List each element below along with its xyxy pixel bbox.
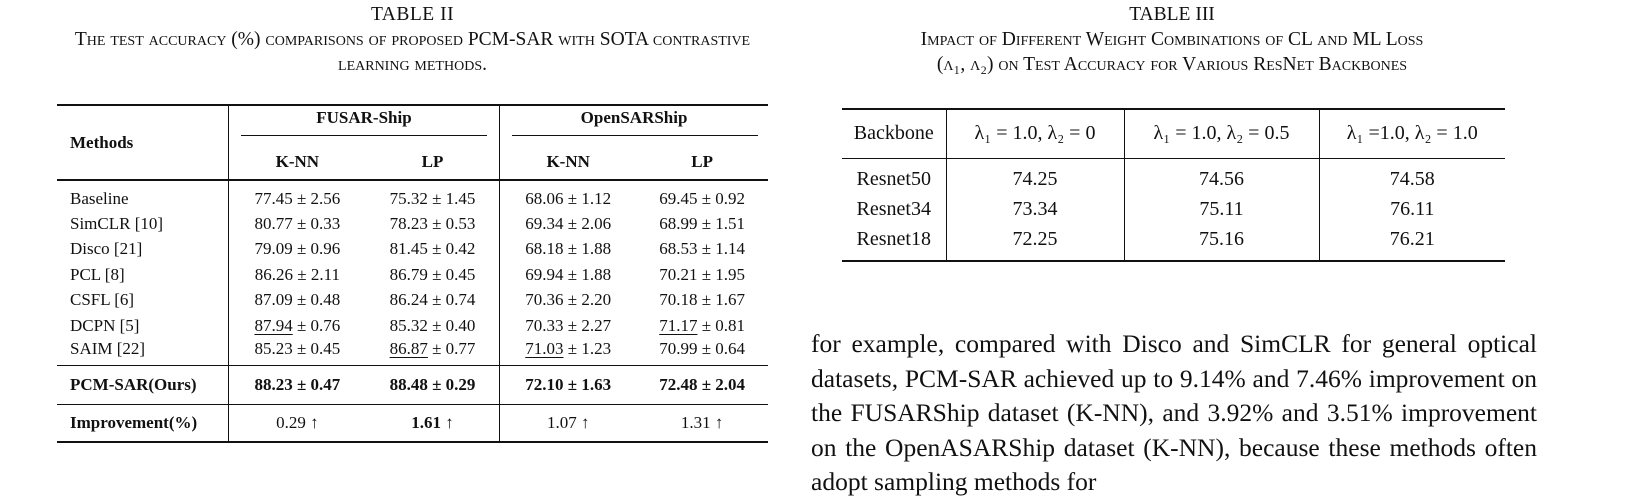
second-best-value: 71.03 — [525, 338, 564, 358]
cell-value: 70.36 ± 2.20 — [499, 287, 637, 313]
body-paragraph: for example, compared with Disco and Sim… — [811, 329, 1537, 496]
cell-value: 68.06 ± 1.12 — [499, 179, 637, 211]
second-best-value: 87.94 — [254, 315, 293, 335]
method-name: Improvement(%) — [70, 412, 198, 432]
table3-caption-line2: (λ₁, λ₂) on Test Accuracy for Various Re… — [936, 54, 1408, 75]
table-row: CSFL [6] 87.09 ± 0.48 86.24 ± 0.74 70.36… — [57, 287, 768, 313]
cell-value: 78.23 ± 0.53 — [389, 213, 476, 233]
cell-value: 88.48 ± 0.29 — [389, 374, 476, 394]
cell-value: 70.99 ± 0.64 — [659, 338, 746, 358]
second-best-value: 71.17 — [659, 315, 698, 335]
backbone-name: Resnet34 — [856, 197, 931, 220]
header-open-knn: K-NN — [499, 144, 637, 180]
method-name: PCM-SAR(Ours) — [70, 374, 197, 394]
header-backbone: Backbone — [853, 122, 934, 145]
error-value: ± 1.23 — [563, 338, 612, 358]
cell-value: 72.25 — [945, 224, 1124, 261]
method-name: Baseline — [57, 179, 229, 211]
cell-value: 76.11 — [1318, 194, 1505, 225]
cell-value: 69.45 ± 0.92 — [636, 179, 768, 211]
table-row: Resnet50 74.25 74.56 74.58 — [842, 158, 1505, 194]
table-row: SAIM [22] 85.23 ± 0.45 86.87 ± 0.77 71.0… — [57, 338, 768, 366]
cell-value: 73.34 — [945, 194, 1124, 225]
cell-value: 68.53 ± 1.14 — [659, 239, 746, 259]
header-fusar-lp: LP — [421, 151, 444, 171]
header-fusar-knn: K-NN — [227, 144, 366, 180]
backbone-name: Resnet18 — [856, 227, 931, 250]
cell-value: 70.21 ± 1.95 — [659, 264, 746, 284]
cell-value: 74.58 — [1318, 158, 1505, 194]
method-name: DCPN [5] — [70, 315, 140, 335]
header-open-lp: LP — [691, 151, 713, 171]
header-opensarship: OpenSARShip — [499, 104, 768, 144]
error-value: ± 0.76 — [292, 315, 341, 335]
table3-header-row: Backbone λ₁ = 1.0, λ₂ = 0 λ₁ = 1.0, λ₂ =… — [842, 109, 1505, 158]
cell-value: 88.23 ± 0.47 — [227, 365, 366, 404]
header-methods: Methods — [57, 104, 229, 180]
cell-value: 75.16 — [1123, 224, 1319, 261]
cell-value: 87.94 ± 0.76 — [227, 313, 366, 339]
header-weights-1: λ₁ = 1.0, λ₂ = 0 — [945, 109, 1124, 158]
cell-value: 1.61 ↑ — [411, 412, 454, 432]
cell-value: 70.33 ± 2.27 — [499, 313, 637, 339]
cell-value: 1.31 ↑ — [680, 412, 724, 432]
table-row: Disco [21] 79.09 ± 0.96 81.45 ± 0.42 68.… — [57, 236, 768, 262]
cell-value: 75.11 — [1123, 194, 1319, 225]
table-row: Resnet34 73.34 75.11 76.11 — [842, 194, 1505, 225]
table2-caption-number: TABLE II — [370, 4, 455, 25]
cell-value: 1.07 ↑ — [499, 404, 637, 442]
cell-value: 68.18 ± 1.88 — [499, 236, 637, 262]
cell-value: 86.79 ± 0.45 — [389, 264, 476, 284]
table3-caption-number: TABLE III — [1129, 4, 1215, 25]
header-weights-2: λ₁ = 1.0, λ₂ = 0.5 — [1123, 109, 1319, 158]
second-best-value: 86.87 — [389, 338, 428, 358]
table-row: DCPN [5] 87.94 ± 0.76 85.32 ± 0.40 70.33… — [57, 313, 768, 339]
cell-value: 79.09 ± 0.96 — [227, 236, 366, 262]
table-row-improvement: Improvement(%) 0.29 ↑ 1.61 ↑ 1.07 ↑ 1.31… — [57, 404, 768, 442]
cell-value: 74.25 — [945, 158, 1124, 194]
cell-value: 86.87 ± 0.77 — [366, 339, 500, 366]
backbone-name: Resnet50 — [856, 167, 931, 190]
table2-caption: TABLE II The test accuracy (%) compariso… — [55, 2, 770, 77]
cell-value: 74.56 — [1123, 158, 1319, 194]
header-fusar-ship: FUSAR-Ship — [227, 104, 500, 144]
error-value: ± 0.77 — [427, 338, 476, 358]
cell-value: 77.45 ± 2.56 — [227, 179, 366, 211]
table-row: Baseline 77.45 ± 2.56 75.32 ± 1.45 68.06… — [57, 179, 768, 211]
table-row-ours: PCM-SAR(Ours) 88.23 ± 0.47 88.48 ± 0.29 … — [57, 365, 768, 404]
method-name: CSFL [6] — [70, 290, 135, 310]
cell-value: 72.10 ± 1.63 — [499, 365, 637, 404]
method-name: PCL [8] — [70, 264, 125, 284]
table-row: Resnet18 72.25 75.16 76.21 — [842, 224, 1505, 261]
method-name: Disco [21] — [70, 239, 143, 259]
cell-value: 72.48 ± 2.04 — [659, 374, 746, 394]
table3-caption: TABLE III Impact of Different Weight Com… — [812, 2, 1532, 77]
table2: Methods FUSAR-Ship OpenSARShip K-NN LP K… — [57, 104, 768, 443]
cell-value: 85.32 ± 0.40 — [389, 315, 476, 335]
cell-value: 71.03 ± 1.23 — [499, 338, 637, 365]
header-weights-3: λ₁ =1.0, λ₂ = 1.0 — [1318, 109, 1505, 158]
cell-value: 86.24 ± 0.74 — [389, 290, 476, 310]
table-row: PCL [8] 86.26 ± 2.11 86.79 ± 0.45 69.94 … — [57, 262, 768, 288]
cell-value: 76.21 — [1318, 224, 1505, 261]
cell-value: 75.32 ± 1.45 — [365, 179, 500, 211]
cell-value: 86.26 ± 2.11 — [227, 262, 366, 288]
cell-value: 68.99 ± 1.51 — [659, 213, 746, 233]
table3: Backbone λ₁ = 1.0, λ₂ = 0 λ₁ = 1.0, λ₂ =… — [842, 108, 1505, 262]
cell-value: 71.17 ± 0.81 — [636, 313, 768, 339]
method-name: SimCLR [10] — [70, 213, 164, 233]
table3-caption-line1: Impact of Different Weight Combinations … — [920, 29, 1424, 50]
cell-value: 85.23 ± 0.45 — [227, 338, 366, 365]
cell-value: 69.34 ± 2.06 — [499, 211, 637, 237]
table2-caption-text: The test accuracy (%) comparisons of pro… — [74, 29, 751, 75]
method-name: SAIM [22] — [70, 338, 146, 358]
cell-value: 0.29 ↑ — [227, 404, 366, 442]
error-value: ± 0.81 — [697, 315, 746, 335]
cell-value: 69.94 ± 1.88 — [499, 262, 637, 288]
cell-value: 70.18 ± 1.67 — [659, 290, 746, 310]
cell-value: 81.45 ± 0.42 — [389, 239, 476, 259]
cell-value: 80.77 ± 0.33 — [227, 211, 366, 237]
cell-value: 87.09 ± 0.48 — [227, 287, 366, 313]
table-row: SimCLR [10] 80.77 ± 0.33 78.23 ± 0.53 69… — [57, 211, 768, 237]
